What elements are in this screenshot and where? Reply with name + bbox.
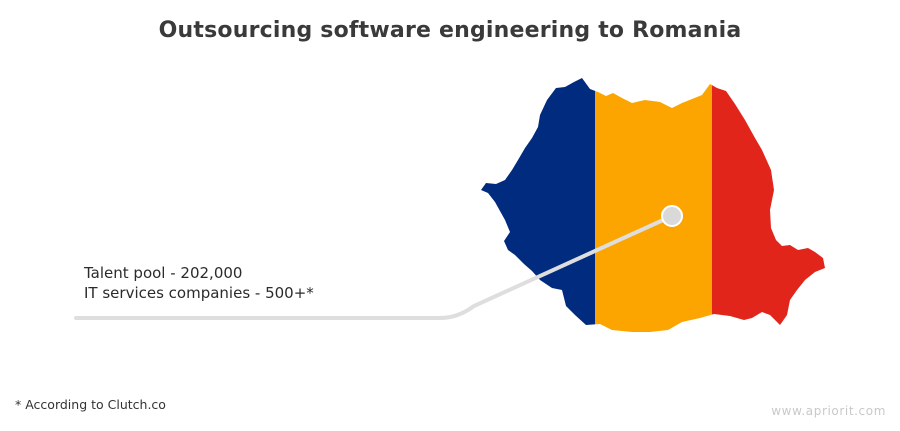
connector-line <box>74 214 674 320</box>
footnote: * According to Clutch.co <box>15 397 166 412</box>
talent-pool-stat: Talent pool - 202,000 <box>84 264 243 282</box>
romania-flag-fill <box>481 78 825 332</box>
page-title: Outsourcing software engineering to Roma… <box>158 18 742 43</box>
flag-stripe-red <box>712 78 825 332</box>
watermark: www.apriorit.com <box>771 404 886 418</box>
it-companies-stat: IT services companies - 500+* <box>84 284 314 302</box>
location-marker <box>661 205 683 227</box>
flag-stripe-blue <box>481 78 595 332</box>
flag-stripe-yellow <box>595 78 712 332</box>
stats-block: Talent pool - 202,000 IT services compan… <box>84 263 314 303</box>
